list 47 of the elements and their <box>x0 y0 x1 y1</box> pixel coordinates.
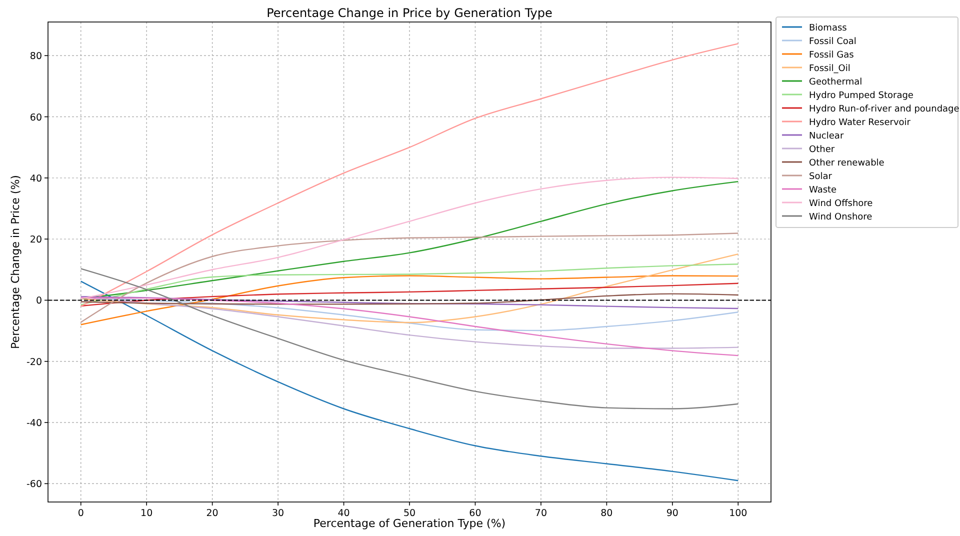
line-series <box>80 293 739 305</box>
x-axis-title: Percentage of Generation Type (%) <box>313 517 506 530</box>
legend-label: Fossil Gas <box>809 50 854 60</box>
legend-label: Hydro Water Reservoir <box>809 118 911 128</box>
x-tick-label: 60 <box>469 508 482 519</box>
x-tick-label: 100 <box>729 508 748 519</box>
line-series <box>80 43 739 307</box>
y-tick-label: -60 <box>26 479 42 490</box>
chart-title: Percentage Change in Price by Generation Type <box>266 6 552 20</box>
x-tick-label: 50 <box>403 508 416 519</box>
line-series <box>80 264 739 306</box>
legend-label: Wind Onshore <box>809 212 873 222</box>
y-tick-label: 60 <box>30 112 42 124</box>
legend-label: Fossil_Oil <box>809 64 850 74</box>
y-tick-label: 0 <box>36 296 42 307</box>
y-tick-label: 40 <box>30 173 42 184</box>
legend-label: Waste <box>809 185 838 196</box>
line-series <box>80 280 739 482</box>
legend-label: Wind Offshore <box>809 198 874 209</box>
legend-label: Nuclear <box>809 131 844 142</box>
y-tick-label: -20 <box>26 356 42 368</box>
legend-label: Hydro Run-of-river and poundage <box>809 104 960 114</box>
legend-label: Other renewable <box>809 158 885 168</box>
x-tick-label: 80 <box>600 508 613 519</box>
legend-label: Other <box>809 144 835 155</box>
line-series <box>80 253 739 324</box>
legend-label: Fossil Coal <box>809 36 856 47</box>
y-tick-label: 20 <box>30 234 42 246</box>
line-series <box>80 275 739 326</box>
line-series <box>80 268 739 410</box>
legend-label: Geothermal <box>809 77 862 88</box>
line-series <box>80 282 739 307</box>
x-tick-label: 0 <box>78 508 84 519</box>
y-axis-title: Percentage Change in Price (%) <box>9 175 22 349</box>
legend-label: Biomass <box>809 23 848 34</box>
line-series <box>80 232 739 323</box>
x-tick-label: 10 <box>140 508 153 519</box>
x-tick-label: 30 <box>272 508 284 519</box>
legend-label: Hydro Pumped Storage <box>809 90 914 101</box>
x-tick-label: 70 <box>534 508 547 519</box>
x-tick-label: 20 <box>206 508 218 519</box>
x-tick-label: 90 <box>666 508 678 519</box>
y-tick-label: -40 <box>26 418 42 430</box>
x-tick-label: 40 <box>338 508 350 519</box>
y-tick-label: 80 <box>30 51 42 62</box>
legend-label: Solar <box>809 172 832 182</box>
line-series <box>80 296 739 310</box>
